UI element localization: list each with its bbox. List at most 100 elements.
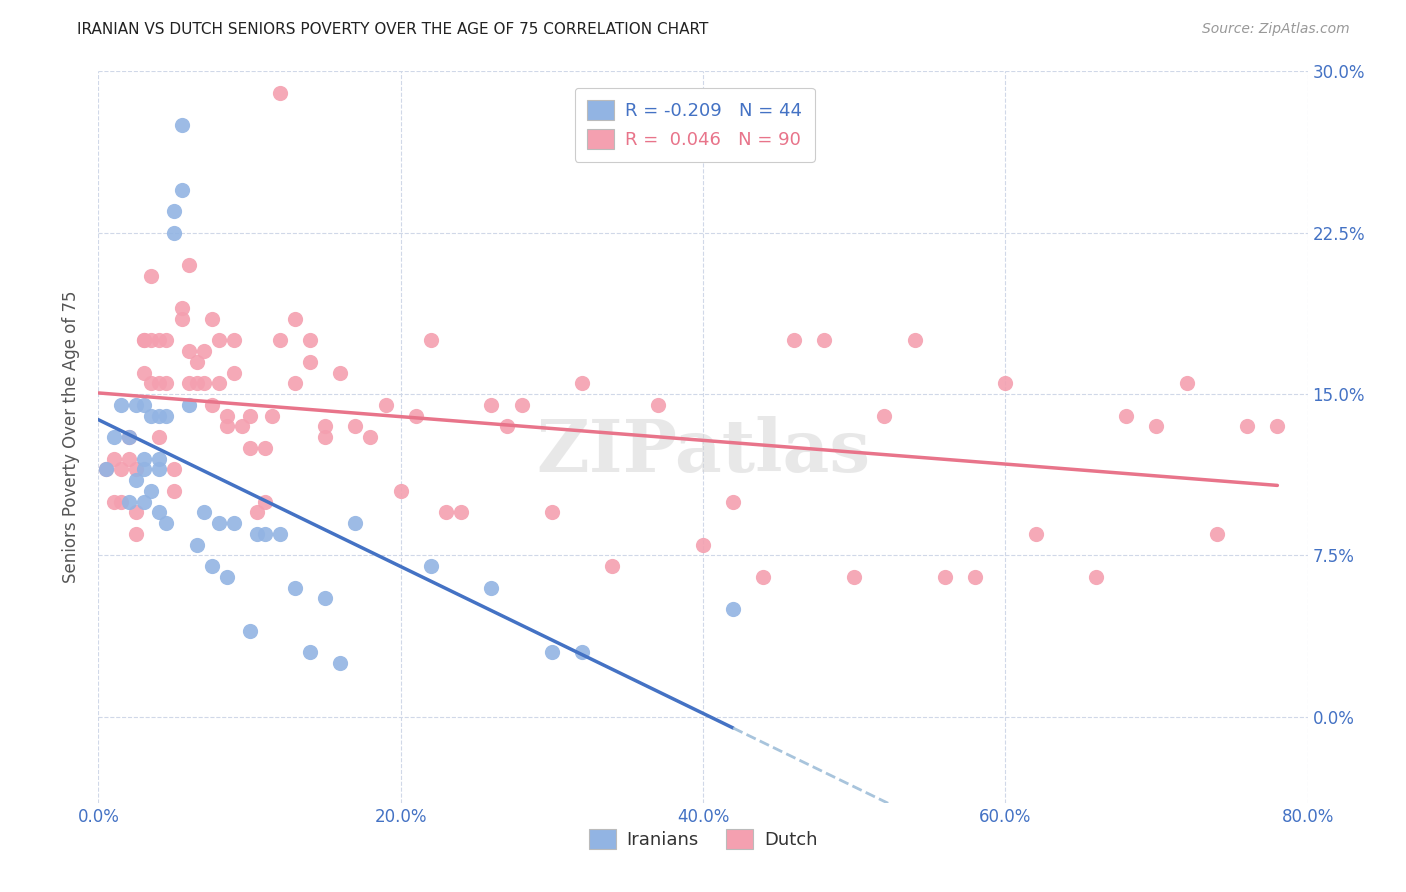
Point — [314, 591, 336, 606]
Point — [602, 559, 624, 574]
Point — [193, 376, 215, 391]
Point — [103, 494, 125, 508]
Point — [1144, 419, 1167, 434]
Point — [389, 483, 412, 498]
Point — [1267, 419, 1289, 434]
Point — [125, 473, 148, 487]
Point — [141, 268, 163, 283]
Point — [155, 376, 177, 391]
Point — [103, 451, 125, 466]
Point — [284, 311, 307, 326]
Point — [374, 398, 396, 412]
Point — [208, 376, 231, 391]
Point — [540, 505, 562, 519]
Point — [125, 462, 148, 476]
Legend: Iranians, Dutch: Iranians, Dutch — [582, 822, 824, 856]
Point — [647, 398, 669, 412]
Point — [284, 581, 307, 595]
Point — [132, 494, 155, 508]
Point — [141, 333, 163, 347]
Point — [224, 333, 246, 347]
Point — [284, 376, 307, 391]
Text: IRANIAN VS DUTCH SENIORS POVERTY OVER THE AGE OF 75 CORRELATION CHART: IRANIAN VS DUTCH SENIORS POVERTY OVER TH… — [77, 22, 709, 37]
Point — [132, 451, 155, 466]
Point — [170, 301, 193, 315]
Point — [110, 398, 132, 412]
Point — [965, 570, 987, 584]
Point — [344, 516, 367, 530]
Point — [163, 226, 186, 240]
Point — [155, 516, 177, 530]
Point — [148, 409, 170, 423]
Point — [179, 344, 201, 359]
Point — [253, 527, 276, 541]
Point — [299, 333, 322, 347]
Point — [141, 376, 163, 391]
Point — [201, 398, 224, 412]
Point — [752, 570, 775, 584]
Point — [1115, 409, 1137, 423]
Point — [269, 86, 291, 100]
Point — [193, 505, 215, 519]
Point — [215, 409, 238, 423]
Point — [405, 409, 427, 423]
Point — [299, 645, 322, 659]
Point — [132, 366, 155, 380]
Point — [1175, 376, 1198, 391]
Point — [170, 118, 193, 132]
Point — [329, 366, 352, 380]
Point — [246, 505, 269, 519]
Point — [344, 419, 367, 434]
Point — [269, 527, 291, 541]
Point — [118, 430, 141, 444]
Point — [155, 333, 177, 347]
Point — [118, 451, 141, 466]
Point — [163, 462, 186, 476]
Point — [186, 355, 208, 369]
Point — [193, 344, 215, 359]
Point — [118, 494, 141, 508]
Y-axis label: Seniors Poverty Over the Age of 75: Seniors Poverty Over the Age of 75 — [62, 291, 80, 583]
Point — [844, 570, 866, 584]
Point — [110, 494, 132, 508]
Point — [170, 183, 193, 197]
Point — [510, 398, 533, 412]
Point — [208, 516, 231, 530]
Point — [450, 505, 472, 519]
Point — [481, 398, 503, 412]
Point — [94, 462, 117, 476]
Point — [103, 430, 125, 444]
Point — [314, 419, 336, 434]
Point — [155, 409, 177, 423]
Point — [253, 441, 276, 455]
Point — [163, 483, 186, 498]
Point — [215, 570, 238, 584]
Point — [125, 398, 148, 412]
Point — [934, 570, 956, 584]
Point — [246, 527, 269, 541]
Point — [215, 419, 238, 434]
Point — [269, 333, 291, 347]
Point — [141, 409, 163, 423]
Point — [208, 333, 231, 347]
Point — [201, 559, 224, 574]
Point — [329, 656, 352, 670]
Point — [132, 333, 155, 347]
Point — [723, 602, 745, 616]
Point — [186, 538, 208, 552]
Point — [163, 204, 186, 219]
Point — [148, 430, 170, 444]
Point — [179, 258, 201, 272]
Point — [904, 333, 927, 347]
Point — [224, 366, 246, 380]
Point — [495, 419, 517, 434]
Point — [813, 333, 835, 347]
Point — [132, 333, 155, 347]
Point — [125, 505, 148, 519]
Point — [110, 462, 132, 476]
Point — [481, 581, 503, 595]
Text: ZIPatlas: ZIPatlas — [536, 417, 870, 487]
Point — [692, 538, 714, 552]
Point — [132, 398, 155, 412]
Point — [420, 333, 443, 347]
